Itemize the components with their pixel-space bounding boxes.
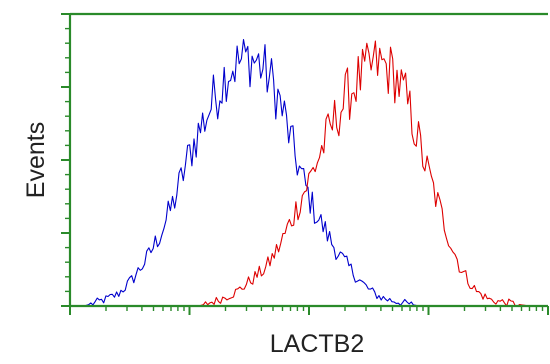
x-axis-ticks [69,306,549,315]
y-axis-title: Events [22,122,50,198]
x-axis-title: LACTB2 [270,330,364,358]
series-layer [84,38,529,307]
series-line-0 [84,38,438,307]
axis-layer [61,12,549,315]
series-line-1 [198,40,529,307]
y-axis-ticks [61,13,70,307]
plot-area [70,14,548,306]
